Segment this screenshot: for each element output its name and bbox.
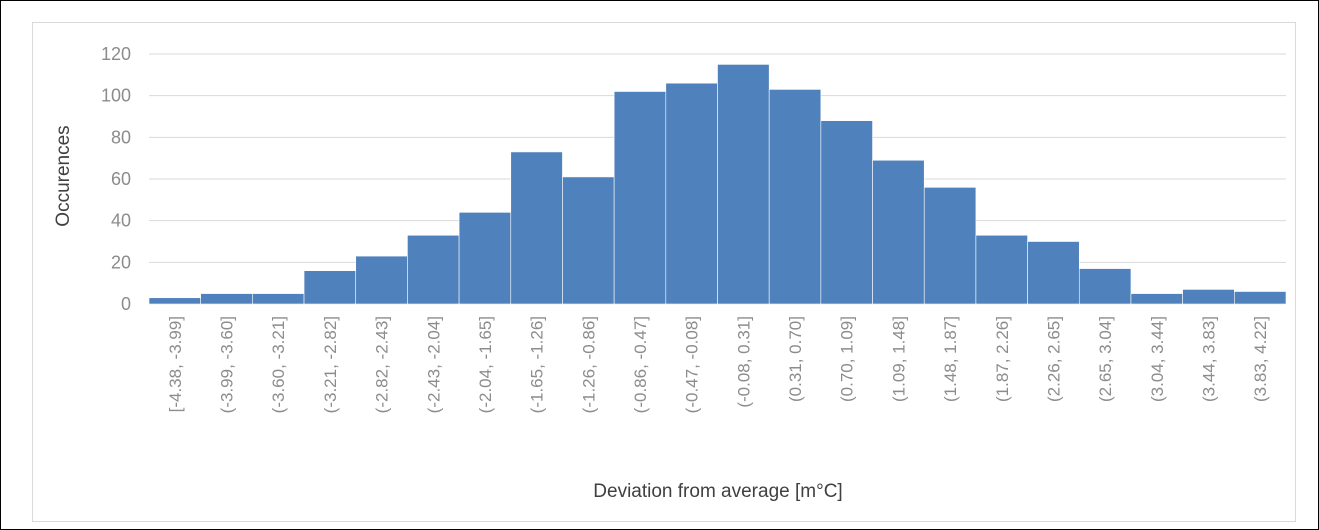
- bar: [1234, 291, 1287, 305]
- y-tick-label: 60: [111, 169, 131, 189]
- bar: [407, 234, 460, 305]
- bar: [200, 293, 253, 305]
- bar: [458, 212, 512, 305]
- bar: [1027, 241, 1080, 305]
- y-tick-label: 40: [111, 211, 131, 231]
- bars: [148, 64, 1287, 305]
- x-tick-label: [-4.38, -3.99]: [166, 316, 185, 412]
- bar: [717, 64, 770, 305]
- x-tick-label: (3.44, 3.83]: [1199, 316, 1218, 402]
- x-tick-label: (0.70, 1.09]: [838, 316, 857, 402]
- bar: [613, 91, 667, 305]
- x-tick-label: (-2.04, -1.65]: [476, 316, 495, 413]
- bar: [665, 82, 718, 305]
- bar: [923, 187, 977, 305]
- bar: [355, 255, 408, 305]
- y-tick-label: 120: [101, 44, 131, 64]
- x-tick-label: (3.83, 4.22]: [1251, 316, 1270, 402]
- x-tick-label: (-3.21, -2.82]: [321, 316, 340, 413]
- x-tick-label: (2.26, 2.65]: [1044, 316, 1063, 402]
- x-tick-label: (-1.26, -0.86]: [579, 316, 598, 413]
- x-tick-label: (-2.82, -2.43]: [373, 316, 392, 413]
- x-tick-label: (-1.65, -1.26]: [528, 316, 547, 413]
- x-tick-label: (-0.08, 0.31]: [734, 316, 753, 408]
- x-tick-labels: [-4.38, -3.99] (-3.99, -3.60] (-3.60, -3.2…: [166, 316, 1270, 413]
- bar: [562, 176, 615, 305]
- x-tick-label: (-3.60, -3.21]: [269, 316, 288, 413]
- bar: [252, 293, 305, 305]
- y-tick-label: 80: [111, 127, 131, 147]
- bar: [975, 234, 1028, 305]
- bar: [510, 151, 563, 305]
- x-tick-label: (1.09, 1.48]: [889, 316, 908, 402]
- x-tick-label: (-2.43, -2.04]: [424, 316, 443, 413]
- bar: [1130, 293, 1183, 305]
- bar: [1078, 268, 1132, 305]
- x-tick-label: (-0.86, -0.47]: [631, 316, 650, 413]
- bar: [303, 270, 357, 305]
- x-tick-label: (1.48, 1.87]: [941, 316, 960, 402]
- bar: [768, 89, 822, 305]
- y-tick-label: 100: [101, 86, 131, 106]
- bar: [148, 297, 201, 305]
- x-tick-label: (-3.99, -3.60]: [218, 316, 237, 413]
- x-tick-label: (1.87, 2.26]: [993, 316, 1012, 402]
- y-tick-label: 0: [121, 294, 131, 314]
- x-tick-label: (-0.47, -0.08]: [683, 316, 702, 413]
- bar: [872, 159, 925, 305]
- x-axis-label: Deviation from average [m°C]: [593, 481, 842, 502]
- x-tick-label: (0.31, 0.70]: [786, 316, 805, 402]
- x-tick-label: (3.04, 3.44]: [1148, 316, 1167, 402]
- y-tick-label: 20: [111, 252, 131, 272]
- x-tick-label: (2.65, 3.04]: [1096, 316, 1115, 402]
- y-axis-label: Occurences: [53, 125, 74, 226]
- y-tick-labels: 0 20 40 60 80 100 120: [101, 44, 131, 314]
- bar: [820, 120, 873, 305]
- bar: [1182, 289, 1235, 305]
